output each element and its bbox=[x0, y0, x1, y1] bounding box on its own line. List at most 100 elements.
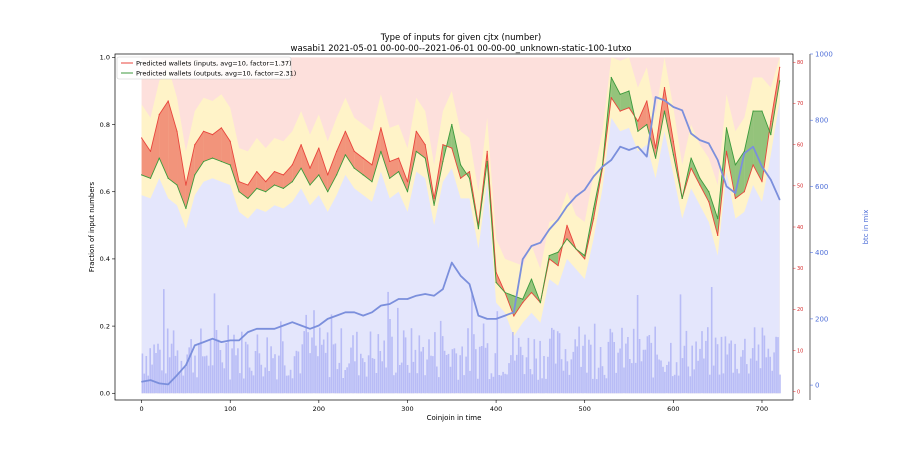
series-line-inputs-point bbox=[566, 224, 568, 226]
input-count-bar bbox=[605, 378, 608, 394]
band-segment-outputs bbox=[549, 252, 559, 266]
input-count-bar bbox=[287, 375, 290, 394]
input-count-bar bbox=[582, 345, 584, 394]
input-count-bar bbox=[570, 359, 573, 394]
series-line-inputs-point bbox=[389, 160, 391, 163]
series-line-outputs-point bbox=[628, 90, 630, 92]
series-line-inputs-point bbox=[734, 197, 737, 199]
series-line-btc-point bbox=[690, 132, 692, 135]
series-line-inputs-point bbox=[194, 144, 196, 146]
input-count-bar bbox=[311, 337, 313, 394]
input-count-bar bbox=[229, 379, 231, 394]
input-count-bar bbox=[767, 348, 770, 394]
series-line-outputs-point bbox=[406, 191, 409, 193]
input-count-bar bbox=[592, 378, 594, 394]
series-line-outputs-point bbox=[504, 291, 506, 294]
band-segment-outputs bbox=[620, 90, 630, 112]
series-line-outputs-point bbox=[194, 174, 196, 176]
series-line-inputs-point bbox=[584, 258, 586, 260]
series-line-btc-point bbox=[220, 341, 222, 343]
series-line-outputs-point bbox=[610, 76, 612, 79]
input-count-bar bbox=[352, 335, 354, 394]
series-line-inputs-point bbox=[336, 150, 338, 152]
input-count-bar bbox=[319, 327, 321, 394]
input-count-bar bbox=[572, 351, 575, 394]
input-count-bar bbox=[660, 360, 662, 394]
series-line-outputs-point bbox=[141, 174, 143, 176]
series-line-btc-point bbox=[176, 374, 178, 376]
input-count-bar bbox=[473, 334, 475, 394]
series-line-inputs-point bbox=[203, 130, 205, 132]
y-tick-label: 0.4 bbox=[100, 255, 110, 263]
input-count-bar bbox=[521, 355, 524, 394]
series-line-inputs-point bbox=[628, 107, 630, 109]
series-line-btc-point bbox=[663, 99, 666, 101]
input-count-bars bbox=[141, 287, 781, 394]
input-count-bar bbox=[367, 355, 370, 394]
input-count-bar bbox=[307, 332, 309, 394]
series-line-btc-point bbox=[468, 283, 471, 285]
series-line-inputs-point bbox=[265, 181, 267, 183]
input-count-bar bbox=[664, 371, 666, 394]
series-line-inputs-point bbox=[513, 315, 515, 317]
series-line-outputs-point bbox=[415, 150, 417, 152]
series-line-btc-point bbox=[211, 338, 214, 340]
input-count-bar bbox=[439, 320, 442, 394]
input-count-bar bbox=[753, 327, 756, 394]
series-line-outputs-point bbox=[601, 164, 604, 166]
input-count-bar bbox=[182, 375, 185, 394]
input-count-bar bbox=[241, 331, 243, 394]
series-line-outputs-point bbox=[468, 177, 471, 179]
chart-title: Type of inputs for given cjtx (number) bbox=[380, 33, 542, 43]
input-count-bar bbox=[426, 359, 428, 394]
input-count-bar bbox=[219, 350, 222, 394]
series-line-inputs-point bbox=[158, 113, 160, 116]
input-count-bar bbox=[209, 339, 212, 394]
input-count-bar bbox=[436, 366, 438, 394]
input-count-bar bbox=[447, 353, 450, 394]
series-line-inputs-point bbox=[530, 291, 533, 294]
series-line-btc-point bbox=[406, 298, 409, 300]
band-segment-inputs bbox=[327, 151, 337, 192]
series-line-inputs-point bbox=[708, 201, 710, 203]
input-count-bar bbox=[213, 293, 216, 394]
input-count-bar bbox=[358, 375, 360, 394]
x-tick-label: 0 bbox=[140, 405, 144, 413]
series-line-btc-point bbox=[601, 166, 604, 168]
input-count-bar bbox=[742, 350, 744, 394]
input-count-bar bbox=[652, 377, 654, 394]
input-count-bar bbox=[560, 359, 563, 394]
series-line-outputs-point bbox=[539, 302, 542, 304]
series-line-outputs-point bbox=[238, 191, 240, 193]
input-count-bar bbox=[395, 372, 397, 394]
input-count-bar bbox=[529, 369, 532, 394]
input-count-bar bbox=[621, 327, 623, 394]
series-line-btc-point bbox=[717, 159, 719, 161]
series-line-btc-point bbox=[185, 364, 187, 366]
y2-tick-label: 0 bbox=[815, 382, 819, 390]
input-count-bar bbox=[751, 348, 754, 394]
input-count-bar bbox=[716, 344, 719, 394]
band-segment-inputs bbox=[185, 144, 195, 209]
input-count-bar bbox=[724, 336, 727, 394]
input-count-bar bbox=[535, 358, 537, 394]
input-count-bar bbox=[514, 360, 516, 394]
input-count-bar bbox=[590, 344, 592, 394]
input-count-bar bbox=[198, 343, 200, 394]
series-line-inputs-point bbox=[663, 87, 666, 89]
input-count-bar bbox=[773, 352, 775, 394]
y2-axis-label: btc in mix bbox=[862, 210, 870, 245]
y-tick-label: 0.6 bbox=[100, 188, 110, 196]
input-count-bar bbox=[397, 307, 399, 394]
input-count-bar bbox=[408, 372, 411, 394]
legend-label-outputs: Predicted wallets (outputs, avg=10, fact… bbox=[136, 70, 296, 78]
input-count-bar bbox=[246, 344, 249, 394]
series-line-btc-point bbox=[672, 106, 675, 108]
series-line-outputs-point bbox=[344, 154, 346, 156]
series-line-outputs-point bbox=[566, 238, 568, 240]
input-count-bar bbox=[779, 374, 781, 394]
series-line-btc-point bbox=[761, 166, 763, 168]
series-line-outputs-point bbox=[655, 157, 657, 159]
series-line-btc-point bbox=[646, 156, 648, 158]
input-count-bar bbox=[326, 332, 329, 394]
